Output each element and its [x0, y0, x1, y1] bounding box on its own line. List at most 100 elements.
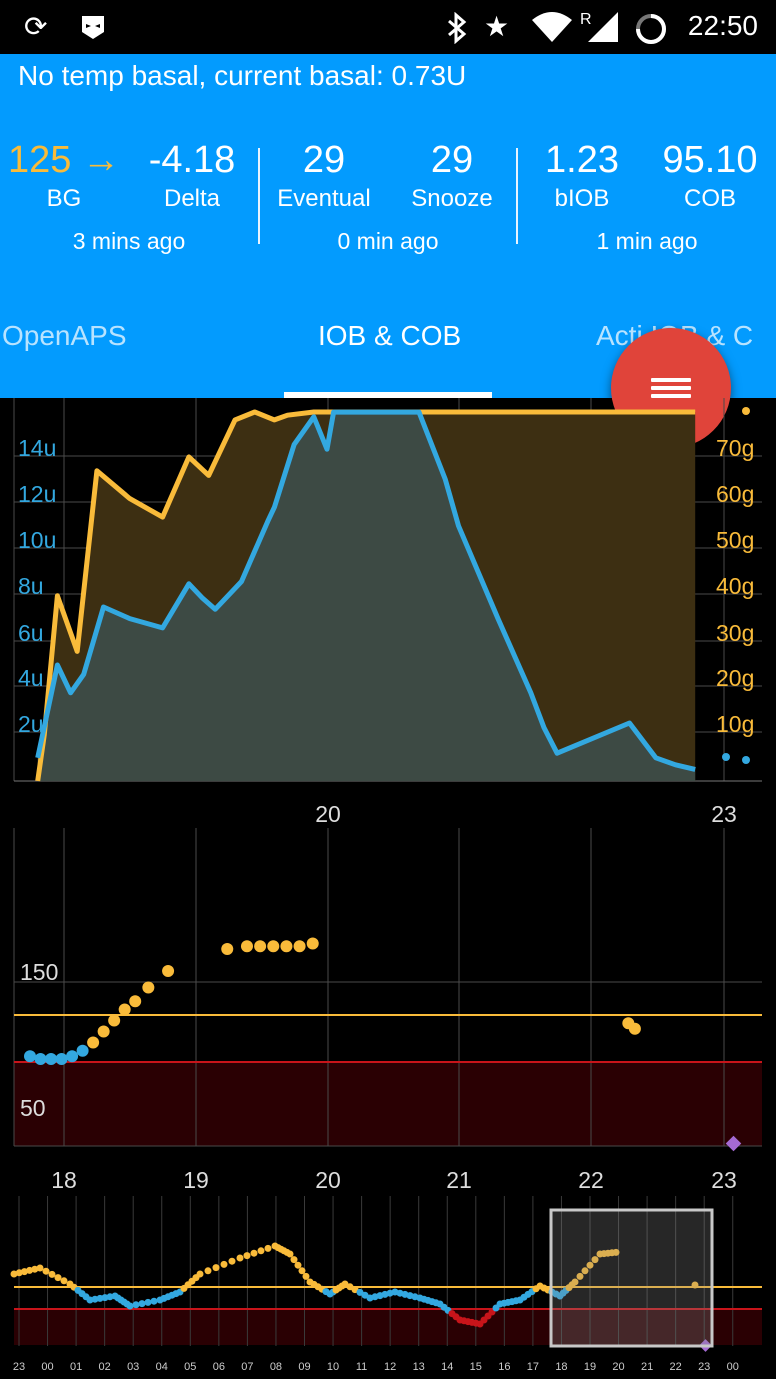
iob-cob-chart[interactable]: 14u 12u 10u 8u 6u 4u 2u 70g 60g 50g 40g 30g 20g 10g 20… — [0, 398, 776, 828]
cob-axis-label: 30g — [716, 620, 754, 646]
preview-point — [586, 1261, 594, 1269]
chart-grid — [13, 828, 762, 1147]
cob-axis-label: 40g — [716, 573, 754, 599]
preview-viewport[interactable] — [549, 1208, 714, 1348]
preview-point — [196, 1270, 204, 1278]
preview-points — [10, 1242, 712, 1352]
chart-marks — [722, 407, 750, 764]
preview-x-label: 23 — [13, 1361, 25, 1373]
status-clock: 22:50 — [687, 10, 758, 41]
eventual-label: Eventual — [277, 185, 371, 212]
menu-icon — [651, 386, 691, 390]
divider — [258, 148, 260, 244]
app-notification-icon — [82, 16, 104, 39]
preview-x-label: 11 — [356, 1361, 367, 1373]
preview-x-label: 09 — [298, 1361, 310, 1373]
bg-value: 125 — [8, 139, 72, 181]
x-axis-label: 20 — [315, 801, 341, 827]
preview-x-label: 08 — [270, 1361, 282, 1373]
preview-x-label: 03 — [127, 1361, 139, 1373]
low-range-zone — [14, 1309, 762, 1345]
treatment-marker — [725, 1135, 742, 1152]
low-range-zone — [14, 1062, 762, 1146]
eventual-stat: 29 Eventual — [260, 138, 388, 214]
star-icon: ★ — [484, 11, 510, 42]
preview-point — [126, 1302, 134, 1310]
preview-x-label: 07 — [241, 1361, 253, 1373]
preview-point — [144, 1298, 152, 1306]
sync-icon: ⟳ — [24, 11, 48, 42]
cob-label: COB — [683, 185, 736, 212]
preview-point — [264, 1244, 272, 1252]
biob-value: 1.23 — [545, 139, 619, 181]
bg-point — [66, 1050, 79, 1063]
eventual-value: 29 — [302, 139, 346, 181]
iob-forecast-dot — [742, 756, 750, 764]
bg-point — [45, 1053, 58, 1065]
tab-openaps[interactable]: OpenAPS — [2, 320, 127, 351]
bg-chart[interactable]: 150 50 18 19 20 21 22 23 — [0, 828, 776, 1196]
preview-x-label: 18 — [555, 1361, 567, 1373]
tab-iob-cob[interactable]: IOB & COB — [318, 320, 462, 351]
preview-point — [571, 1278, 579, 1286]
preview-point — [294, 1261, 302, 1269]
x-axis-label: 19 — [183, 1167, 209, 1193]
preview-x-label: 14 — [441, 1361, 453, 1373]
preview-point — [132, 1301, 140, 1309]
cob-axis-label: 20g — [716, 665, 754, 691]
iob-forecast-dot — [722, 753, 730, 761]
loop-ago: 0 min ago — [337, 228, 439, 254]
bg-point — [293, 940, 306, 953]
axis-labels: 23 00 01 02 03 04 05 06 07 08 09 10 11 12 13 14 15 16 17 18… — [13, 1361, 739, 1373]
bg-point — [267, 940, 280, 953]
preview-point — [138, 1300, 146, 1308]
x-axis-label: 23 — [711, 801, 737, 827]
bluetooth-icon — [448, 12, 467, 44]
bg-point — [97, 1025, 110, 1038]
preview-x-label: 20 — [612, 1361, 624, 1373]
preview-x-label: 23 — [698, 1361, 710, 1373]
bg-point — [162, 965, 175, 977]
menu-icon — [651, 378, 691, 382]
menu-icon — [651, 394, 691, 398]
bg-point — [306, 937, 319, 950]
preview-point — [290, 1256, 298, 1264]
bg-point — [34, 1053, 47, 1065]
x-axis-label: 22 — [578, 1167, 604, 1193]
delta-stat: -4.18 Delta — [128, 138, 256, 214]
preview-x-label: 01 — [70, 1361, 82, 1373]
iob-axis-label: 14u — [18, 435, 56, 461]
cob-stat: 95.10 COB — [646, 138, 774, 214]
bg-point — [87, 1036, 100, 1049]
x-axis-label: 23 — [711, 1167, 737, 1193]
tab-indicator — [284, 392, 492, 398]
cob-axis-label: 50g — [716, 527, 754, 553]
preview-point — [286, 1250, 294, 1258]
iob-ago: 1 min ago — [596, 228, 698, 254]
bg-preview-chart[interactable]: 23 00 01 02 03 04 05 06 07 08 09 10 11 12 13 14 15 16 17 18… — [0, 1196, 776, 1379]
battery-ring-icon — [636, 14, 666, 44]
preview-point — [581, 1267, 589, 1275]
preview-point — [150, 1297, 158, 1305]
iob-axis-label: 4u — [18, 665, 44, 691]
preview-x-label: 19 — [584, 1361, 596, 1373]
delta-value: -4.18 — [148, 139, 236, 181]
bg-point — [55, 1053, 68, 1065]
chart-grid — [14, 1196, 762, 1346]
bg-ago: 3 mins ago — [72, 228, 186, 254]
preview-x-label: 05 — [184, 1361, 196, 1373]
preview-x-label: 21 — [641, 1361, 653, 1373]
preview-point — [204, 1267, 212, 1275]
bg-point — [142, 981, 155, 994]
preview-x-label: 04 — [156, 1361, 168, 1373]
bg-point — [628, 1022, 641, 1035]
delta-label: Delta — [163, 185, 221, 212]
preview-x-label: 17 — [527, 1361, 539, 1373]
snooze-value: 29 — [430, 139, 474, 181]
bg-point — [280, 940, 293, 953]
biob-label: bIOB — [554, 185, 610, 212]
bg-point — [221, 943, 234, 955]
basal-status[interactable]: No temp basal, current basal: 0.73U — [18, 60, 467, 91]
preview-x-label: 15 — [470, 1361, 482, 1373]
preview-point — [212, 1264, 220, 1272]
